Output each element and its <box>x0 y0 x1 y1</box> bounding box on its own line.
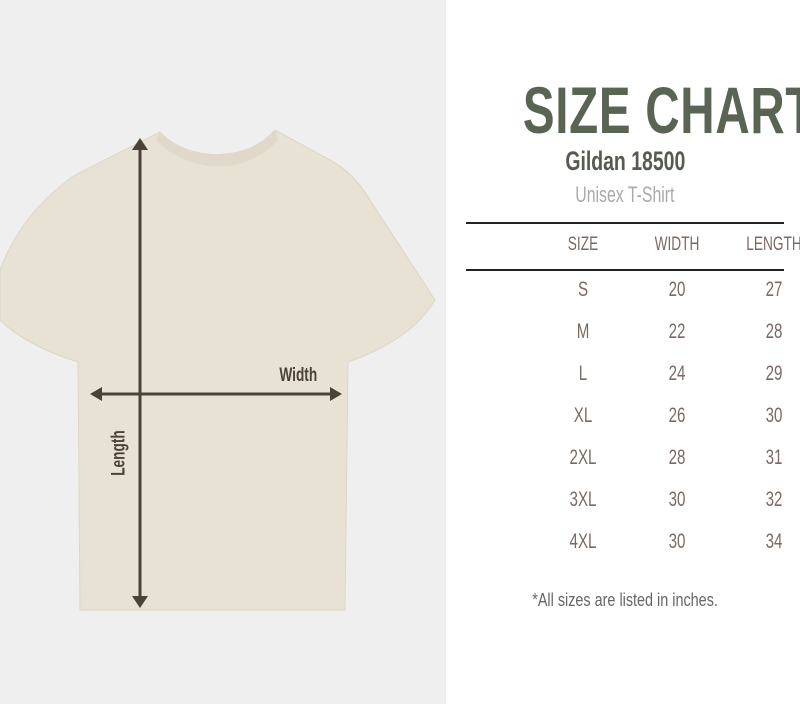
table-row: L 24 29 <box>578 362 783 385</box>
table-header: SIZE WIDTH LENGTH <box>567 234 800 255</box>
page-title: SIZE CHART <box>522 73 800 147</box>
table-row: 4XL 30 34 <box>569 530 783 553</box>
table-header-rule <box>466 269 784 271</box>
length-label: Length <box>108 430 130 476</box>
width-label: Width <box>279 365 318 386</box>
table-top-rule <box>466 222 784 224</box>
table-row: S 20 27 <box>577 278 783 301</box>
table-row: 3XL 30 32 <box>569 488 783 511</box>
tshirt-shape <box>0 129 436 611</box>
model-name: Gildan 18500 <box>565 146 685 176</box>
tshirt-diagram: Width Length <box>0 0 446 704</box>
table-row: XL 26 30 <box>573 404 783 427</box>
measure-arrows <box>90 138 342 608</box>
table-row: 2XL 28 31 <box>569 446 783 469</box>
tshirt-illustration <box>0 129 436 611</box>
table-row: M 22 28 <box>576 320 783 343</box>
footnote: *All sizes are listed in inches. <box>532 590 718 610</box>
product-type: Unisex T-Shirt <box>575 182 675 207</box>
